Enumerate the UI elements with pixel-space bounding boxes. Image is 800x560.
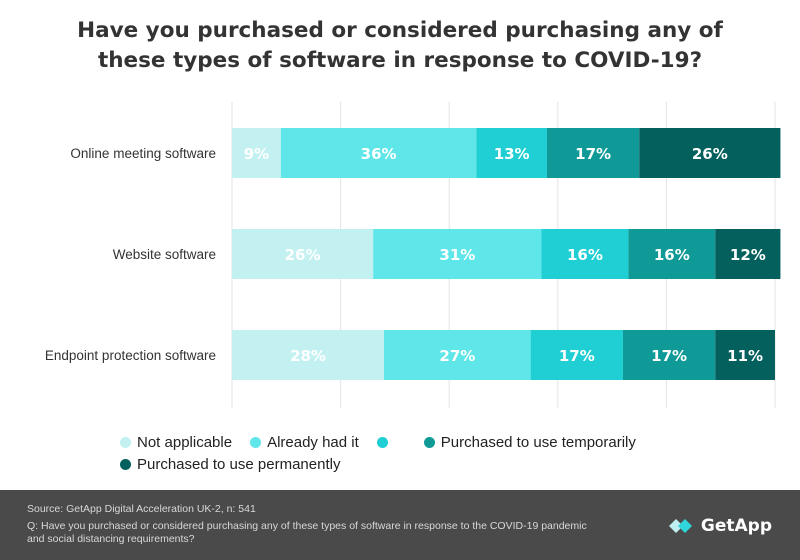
legend: Not applicable Already had it Purchased to… (120, 432, 720, 476)
legend-item: Already had it (250, 434, 359, 451)
getapp-logo-icon (668, 519, 692, 533)
bar-segment (530, 330, 623, 380)
bar-segment (541, 229, 629, 279)
chart-title: Have you purchased or considered purchas… (0, 16, 800, 76)
data-label: 16% (654, 246, 690, 264)
legend-item (376, 436, 394, 448)
data-label: 36% (361, 145, 397, 163)
data-label: 28% (290, 347, 326, 365)
legend-label: Purchased to use permanently (137, 455, 341, 473)
bar-segment (232, 128, 281, 178)
bar-segment (232, 229, 374, 279)
bar-segment (546, 128, 640, 178)
question-text: Q: Have you purchased or considered purc… (27, 520, 587, 545)
data-label: 17% (575, 145, 611, 163)
data-label: 9% (244, 145, 269, 163)
data-label: 27% (439, 347, 475, 365)
logo-text: GetApp (700, 516, 772, 536)
category-label: Online meeting software (70, 146, 216, 161)
category-label: Website software (113, 247, 216, 262)
legend-label: Not applicable (137, 433, 233, 451)
bar-segment (622, 330, 716, 380)
legend-label: Purchased to use temporarily (440, 433, 636, 451)
data-label: 26% (285, 246, 321, 264)
legend-swatch (250, 436, 262, 448)
bar-segment (628, 229, 716, 279)
footer: Source: GetApp Digital Acceleration UK-2… (0, 490, 800, 560)
legend-swatch (120, 436, 131, 448)
bar-segment (476, 128, 547, 178)
legend-label: Already had it (267, 433, 359, 451)
data-label: 11% (727, 347, 763, 365)
legend-item: Purchased to use permanently (120, 456, 340, 473)
legend-item: Not applicable (120, 434, 232, 451)
bar-segment (715, 229, 781, 279)
data-label: 12% (730, 246, 766, 264)
data-label: 13% (494, 145, 530, 163)
legend-row-1: Not applicable Already had it Purchased to… (120, 432, 720, 452)
data-label: 17% (559, 347, 595, 365)
legend-swatch (376, 436, 388, 448)
data-label: 31% (439, 246, 475, 264)
bar-segment (384, 330, 531, 380)
source-text: Source: GetApp Digital Acceleration UK-2… (27, 503, 256, 515)
title-line-1: Have you purchased or considered purchas… (77, 18, 723, 43)
category-label: Endpoint protection software (45, 348, 216, 363)
bar-segment (373, 229, 542, 279)
legend-swatch (423, 436, 435, 448)
data-label: 16% (567, 246, 603, 264)
bar-segment (232, 330, 385, 380)
data-label: 17% (651, 347, 687, 365)
legend-item: Purchased to use temporarily (423, 433, 636, 451)
bar-segment (639, 128, 781, 178)
bar-segment (280, 128, 477, 178)
legend-swatch (120, 458, 131, 470)
data-label: 26% (692, 145, 728, 163)
title-line-2: these types of software in response to C… (97, 48, 703, 73)
stacked-bar-chart: Online meeting software 9% 36% 13% 17% 26% Web… (45, 102, 781, 408)
legend-row-2: Purchased to use permanently (120, 454, 720, 474)
bar-segment (715, 330, 775, 380)
getapp-logo: GetApp (668, 516, 772, 536)
